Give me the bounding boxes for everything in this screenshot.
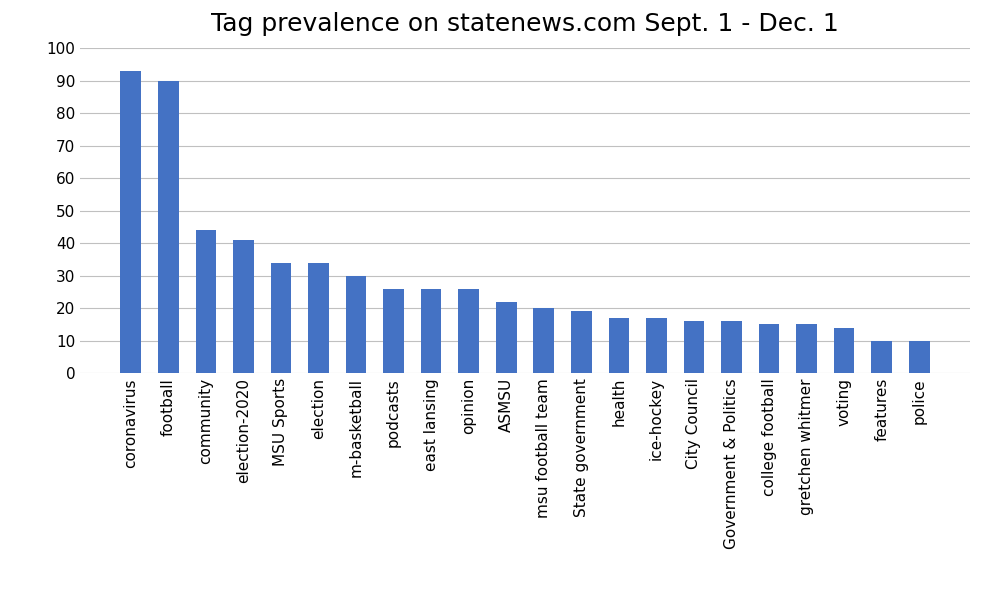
- Title: Tag prevalence on statenews.com Sept. 1 - Dec. 1: Tag prevalence on statenews.com Sept. 1 …: [211, 13, 839, 37]
- Bar: [458, 289, 479, 373]
- Bar: [759, 324, 779, 373]
- Bar: [646, 318, 667, 373]
- Bar: [871, 341, 892, 373]
- Bar: [721, 321, 742, 373]
- Bar: [571, 311, 592, 373]
- Bar: [796, 324, 817, 373]
- Bar: [909, 341, 930, 373]
- Bar: [120, 71, 141, 373]
- Bar: [271, 262, 291, 373]
- Bar: [834, 327, 854, 373]
- Bar: [196, 230, 216, 373]
- Bar: [609, 318, 629, 373]
- Bar: [421, 289, 441, 373]
- Bar: [308, 262, 329, 373]
- Bar: [496, 302, 517, 373]
- Bar: [158, 81, 179, 373]
- Bar: [233, 240, 254, 373]
- Bar: [684, 321, 704, 373]
- Bar: [383, 289, 404, 373]
- Bar: [533, 308, 554, 373]
- Bar: [346, 276, 366, 373]
